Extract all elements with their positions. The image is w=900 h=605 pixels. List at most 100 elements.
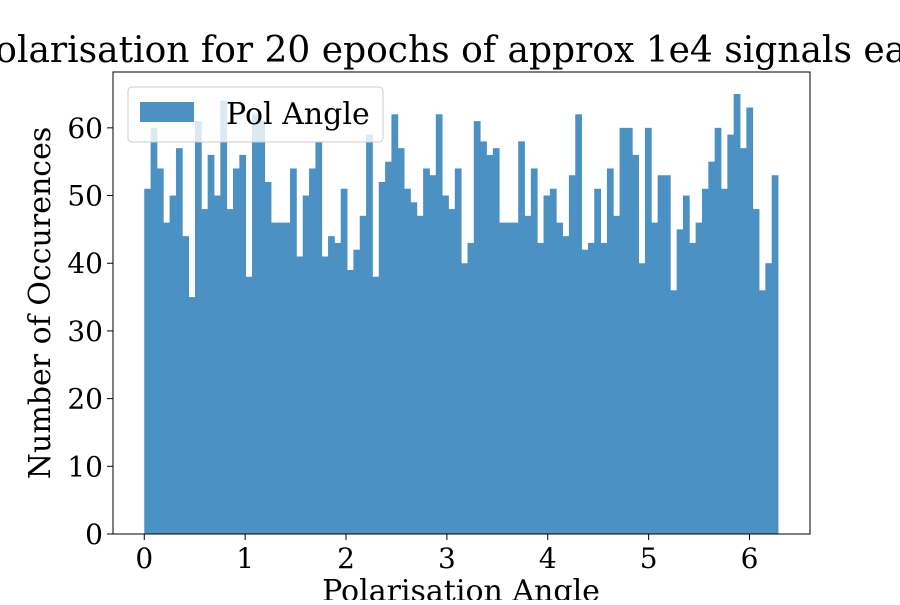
histogram-bars [144, 94, 779, 535]
histogram-bar [682, 195, 690, 535]
histogram-bar [245, 276, 253, 534]
histogram-bar [442, 195, 449, 535]
histogram-bar [759, 290, 766, 534]
histogram-bar [397, 148, 405, 534]
x-tick-label: 1 [236, 542, 254, 575]
histogram-bar [391, 114, 399, 535]
histogram-bar [537, 242, 544, 534]
histogram-bar [556, 222, 563, 534]
histogram-bar [144, 188, 152, 534]
histogram-bar [252, 114, 259, 535]
x-tick-label: 5 [640, 542, 658, 575]
histogram-bar [771, 175, 779, 534]
histogram-bar [156, 168, 164, 534]
histogram-bar [562, 236, 570, 534]
histogram-bar [530, 168, 538, 534]
histogram-bar [258, 121, 266, 535]
histogram-bar [366, 134, 373, 534]
legend-label: Pol Angle [226, 97, 370, 132]
histogram-bar [239, 154, 247, 534]
histogram-bar [340, 188, 348, 534]
y-tick-label: 40 [67, 247, 103, 280]
histogram-bar [644, 127, 652, 534]
x-tick-label: 3 [438, 542, 456, 575]
histogram-bar [752, 209, 760, 535]
histogram-bar [423, 168, 430, 534]
histogram-bar [670, 290, 678, 534]
histogram-bar [448, 209, 456, 535]
histogram-bar [480, 141, 487, 534]
y-axis-ticks: 0 10 20 30 40 50 60 [67, 112, 113, 551]
histogram-bar [524, 215, 532, 534]
legend-swatch [140, 102, 194, 122]
y-tick-label: 60 [67, 112, 103, 145]
histogram-bar [290, 168, 297, 534]
histogram-bar [201, 209, 209, 535]
histogram-bar [625, 127, 633, 534]
histogram-bar [746, 107, 754, 535]
histogram-bar [473, 121, 481, 535]
histogram-bar [492, 148, 500, 534]
histogram-bar [182, 236, 190, 534]
histogram-bar [264, 182, 272, 534]
histogram-bar [207, 154, 215, 534]
histogram-bar [213, 195, 221, 535]
y-tick-label: 30 [67, 315, 103, 348]
histogram-bar [302, 195, 310, 535]
y-axis-title: Number of Occurences [23, 127, 58, 479]
histogram-bar [194, 121, 202, 535]
histogram-bar [334, 242, 342, 534]
histogram-bar [721, 188, 728, 534]
histogram-bar [594, 188, 601, 534]
histogram-bar [315, 141, 323, 534]
histogram-bar [454, 168, 462, 534]
histogram-bar [435, 114, 443, 535]
histogram-bar [657, 175, 665, 534]
histogram-bar [328, 236, 335, 534]
histogram-bar [277, 222, 285, 534]
histogram-bar [353, 249, 361, 534]
histogram-bar [410, 202, 418, 535]
histogram-bar [378, 182, 386, 534]
histogram-bar [150, 127, 158, 534]
histogram-bar [676, 229, 684, 534]
histogram-bar [568, 175, 576, 534]
histogram-bar [359, 215, 367, 534]
histogram-bar [518, 141, 525, 534]
histogram-bar [163, 222, 171, 534]
histogram-bar [701, 188, 709, 534]
histogram-bar [467, 242, 475, 534]
histogram-bar [499, 222, 506, 534]
y-tick-label: 50 [67, 180, 103, 213]
histogram-bar [638, 263, 646, 534]
histogram-bar [549, 188, 557, 534]
histogram-bar [651, 222, 659, 534]
x-axis-ticks: 0 1 2 3 4 5 6 [135, 534, 758, 575]
histogram-bar [429, 175, 437, 534]
histogram-bar [486, 154, 494, 534]
histogram-bar [226, 209, 234, 535]
histogram-bar [232, 168, 240, 534]
histogram-bar [575, 114, 582, 535]
histogram-bar [321, 256, 329, 534]
histogram-bar [309, 168, 316, 534]
histogram-bar [740, 148, 747, 534]
x-tick-label: 4 [539, 542, 557, 575]
histogram-bar [385, 161, 392, 534]
x-tick-label: 6 [741, 542, 759, 575]
histogram-bar [733, 94, 741, 534]
histogram-bar [220, 100, 228, 535]
histogram-bar [461, 263, 468, 534]
histogram-bar [606, 168, 614, 534]
histogram-bar [613, 215, 621, 534]
legend: Pol Angle [127, 86, 384, 143]
histogram-bar [347, 270, 354, 534]
histogram-bar [714, 127, 722, 534]
histogram-bar [600, 242, 608, 534]
histogram-bar [271, 222, 278, 534]
histogram-bar [283, 222, 291, 534]
histogram-bar [372, 276, 380, 534]
histogram-bar [169, 195, 177, 535]
